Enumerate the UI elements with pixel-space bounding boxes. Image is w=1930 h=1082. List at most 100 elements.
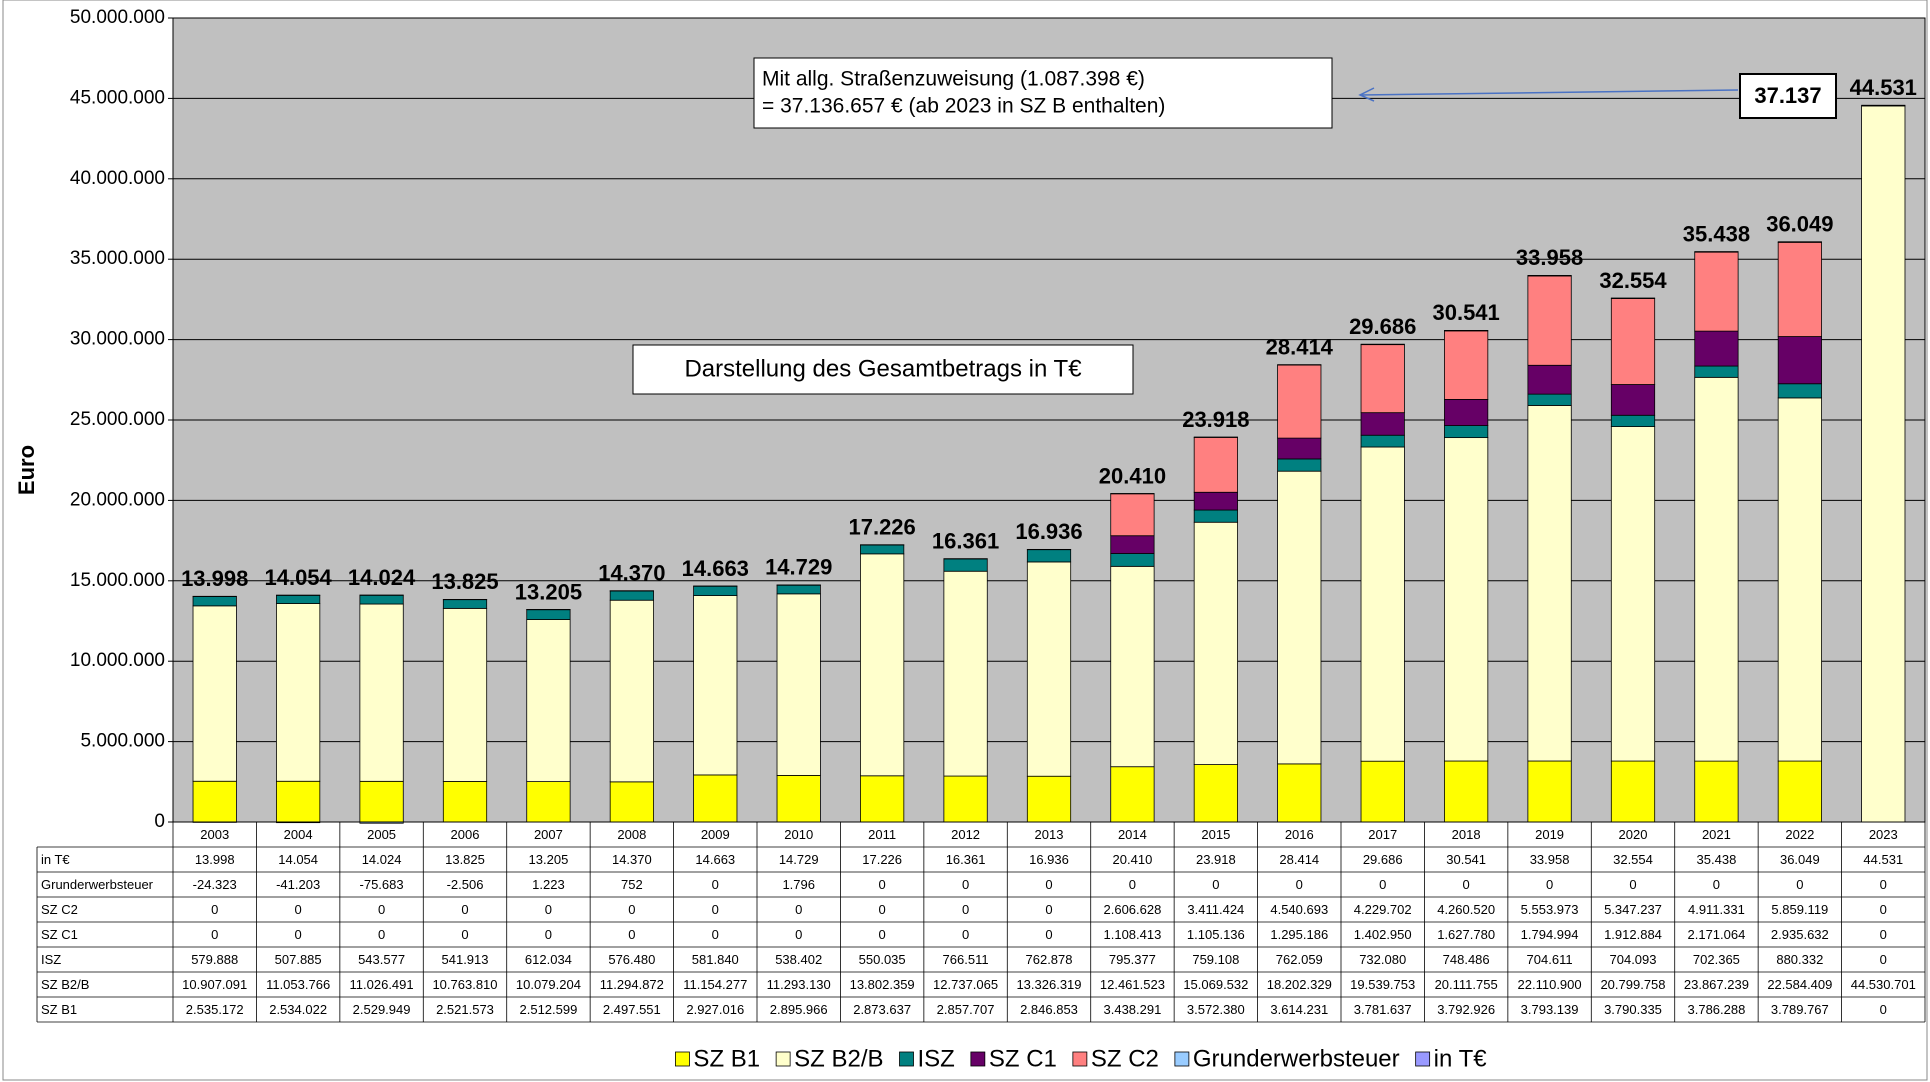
table-cell: 0	[879, 877, 886, 892]
table-cell: 2.512.599	[520, 1002, 578, 1017]
bar-segment	[1444, 399, 1489, 426]
table-cell: 0	[879, 902, 886, 917]
x-tick-label: 2008	[617, 827, 646, 842]
table-cell: 1.108.413	[1104, 927, 1162, 942]
bar-segment	[1110, 535, 1155, 554]
bar-segment	[693, 585, 738, 596]
table-cell: 11.154.277	[683, 977, 747, 992]
table-cell: 14.729	[779, 852, 819, 867]
table-cell: 3.792.926	[1437, 1002, 1495, 1017]
table-cell: 2.935.632	[1771, 927, 1829, 942]
table-cell: 704.093	[1610, 952, 1657, 967]
data-label: 14.024	[348, 565, 416, 590]
table-cell: 23.867.239	[1684, 977, 1749, 992]
table-cell: 5.347.237	[1604, 902, 1662, 917]
bar-segment	[192, 596, 237, 607]
bar-segment	[776, 584, 821, 595]
table-cell: 1.627.780	[1437, 927, 1495, 942]
table-cell: 1.794.994	[1521, 927, 1579, 942]
bar-segment	[526, 609, 571, 620]
data-label: 32.554	[1599, 268, 1667, 293]
bar-segment	[1026, 775, 1072, 823]
table-cell: 14.054	[278, 852, 318, 867]
x-tick-label: 2006	[451, 827, 480, 842]
table-cell: 20.111.755	[1435, 977, 1498, 992]
table-cell: 0	[1880, 952, 1887, 967]
table-cell: 10.079.204	[516, 977, 581, 992]
table-cell: 795.377	[1109, 952, 1156, 967]
table-cell: 10.907.091	[182, 977, 247, 992]
table-cell: 2.927.016	[686, 1002, 744, 1017]
table-cell: 0	[1212, 877, 1219, 892]
table-cell: 3.786.288	[1688, 1002, 1746, 1017]
table-cell: 759.108	[1192, 952, 1239, 967]
bar-segment	[1360, 760, 1405, 823]
annotation: Mit allg. Straßenzuweisung (1.087.398 €)	[762, 68, 1145, 91]
table-cell: 0	[712, 902, 719, 917]
bar-segment	[1861, 105, 1906, 823]
table-cell: 13.326.319	[1016, 977, 1081, 992]
y-tick-label: 10.000.000	[70, 650, 165, 671]
table-cell: 702.365	[1693, 952, 1740, 967]
bar-segment	[1610, 298, 1656, 385]
bar-segment	[1694, 251, 1739, 253]
table-cell: 612.034	[525, 952, 572, 967]
bar-segment	[442, 599, 488, 609]
legend-item: SZ C2	[1072, 1045, 1159, 1072]
table-cell: 0	[1880, 927, 1887, 942]
bar-segment	[1694, 330, 1739, 367]
table-cell: 0	[1713, 877, 1720, 892]
table-cell: 16.936	[1029, 852, 1069, 867]
table-cell: 12.737.065	[933, 977, 998, 992]
bar-segment	[609, 599, 654, 783]
bar-segment	[1026, 561, 1072, 777]
bar-segment	[1777, 760, 1822, 823]
legend-swatch	[1174, 1051, 1190, 1067]
bar-segment	[1610, 414, 1656, 427]
table-row-label: ISZ	[41, 952, 61, 967]
table-cell: 14.370	[612, 852, 652, 867]
bar-segment	[776, 593, 821, 776]
table-cell: 14.663	[695, 852, 735, 867]
table-cell: 0	[795, 902, 802, 917]
table-cell: 0	[1045, 902, 1052, 917]
bar-segment	[860, 544, 905, 555]
table-cell: 22.584.409	[1767, 977, 1832, 992]
bar-segment	[1444, 760, 1489, 823]
legend-label: SZ C1	[989, 1045, 1057, 1072]
bar-segment	[609, 590, 654, 601]
table-cell: 5.859.119	[1771, 902, 1828, 917]
x-tick-label: 2014	[1118, 827, 1147, 842]
table-cell: 0	[461, 927, 468, 942]
bar-segment	[1360, 344, 1405, 414]
bar-segment	[442, 607, 488, 782]
bar-segment	[192, 605, 237, 782]
bar-segment	[1694, 376, 1739, 762]
table-cell: 0	[712, 927, 719, 942]
table-cell: 0	[211, 927, 218, 942]
bar-segment	[1277, 458, 1322, 472]
table-cell: 507.885	[275, 952, 322, 967]
table-row-label: SZ C1	[41, 927, 78, 942]
table-cell: 3.411.424	[1187, 902, 1244, 917]
legend-item: SZ B1	[675, 1045, 760, 1072]
table-cell: 880.332	[1776, 952, 1823, 967]
table-row-label: SZ B1	[41, 1002, 77, 1017]
table-cell: 0	[295, 902, 302, 917]
data-label: 16.936	[1015, 519, 1082, 544]
bar-segment	[1527, 393, 1572, 406]
table-cell: 44.531	[1863, 852, 1903, 867]
bar-segment	[1444, 437, 1489, 762]
y-tick-label: 0	[154, 811, 165, 832]
arrow-head	[1358, 87, 1375, 102]
legend-swatch	[775, 1051, 791, 1067]
table-cell: 2.895.966	[770, 1002, 828, 1017]
table-cell: 12.461.523	[1100, 977, 1165, 992]
table-cell: 0	[1880, 1002, 1887, 1017]
legend-swatch	[675, 1051, 690, 1067]
data-label: 13.205	[515, 579, 582, 604]
table-cell: 2.521.573	[436, 1002, 494, 1017]
table-cell: 2.535.172	[186, 1002, 244, 1017]
table-cell: 2.529.949	[353, 1002, 411, 1017]
legend-swatch	[1072, 1051, 1088, 1067]
